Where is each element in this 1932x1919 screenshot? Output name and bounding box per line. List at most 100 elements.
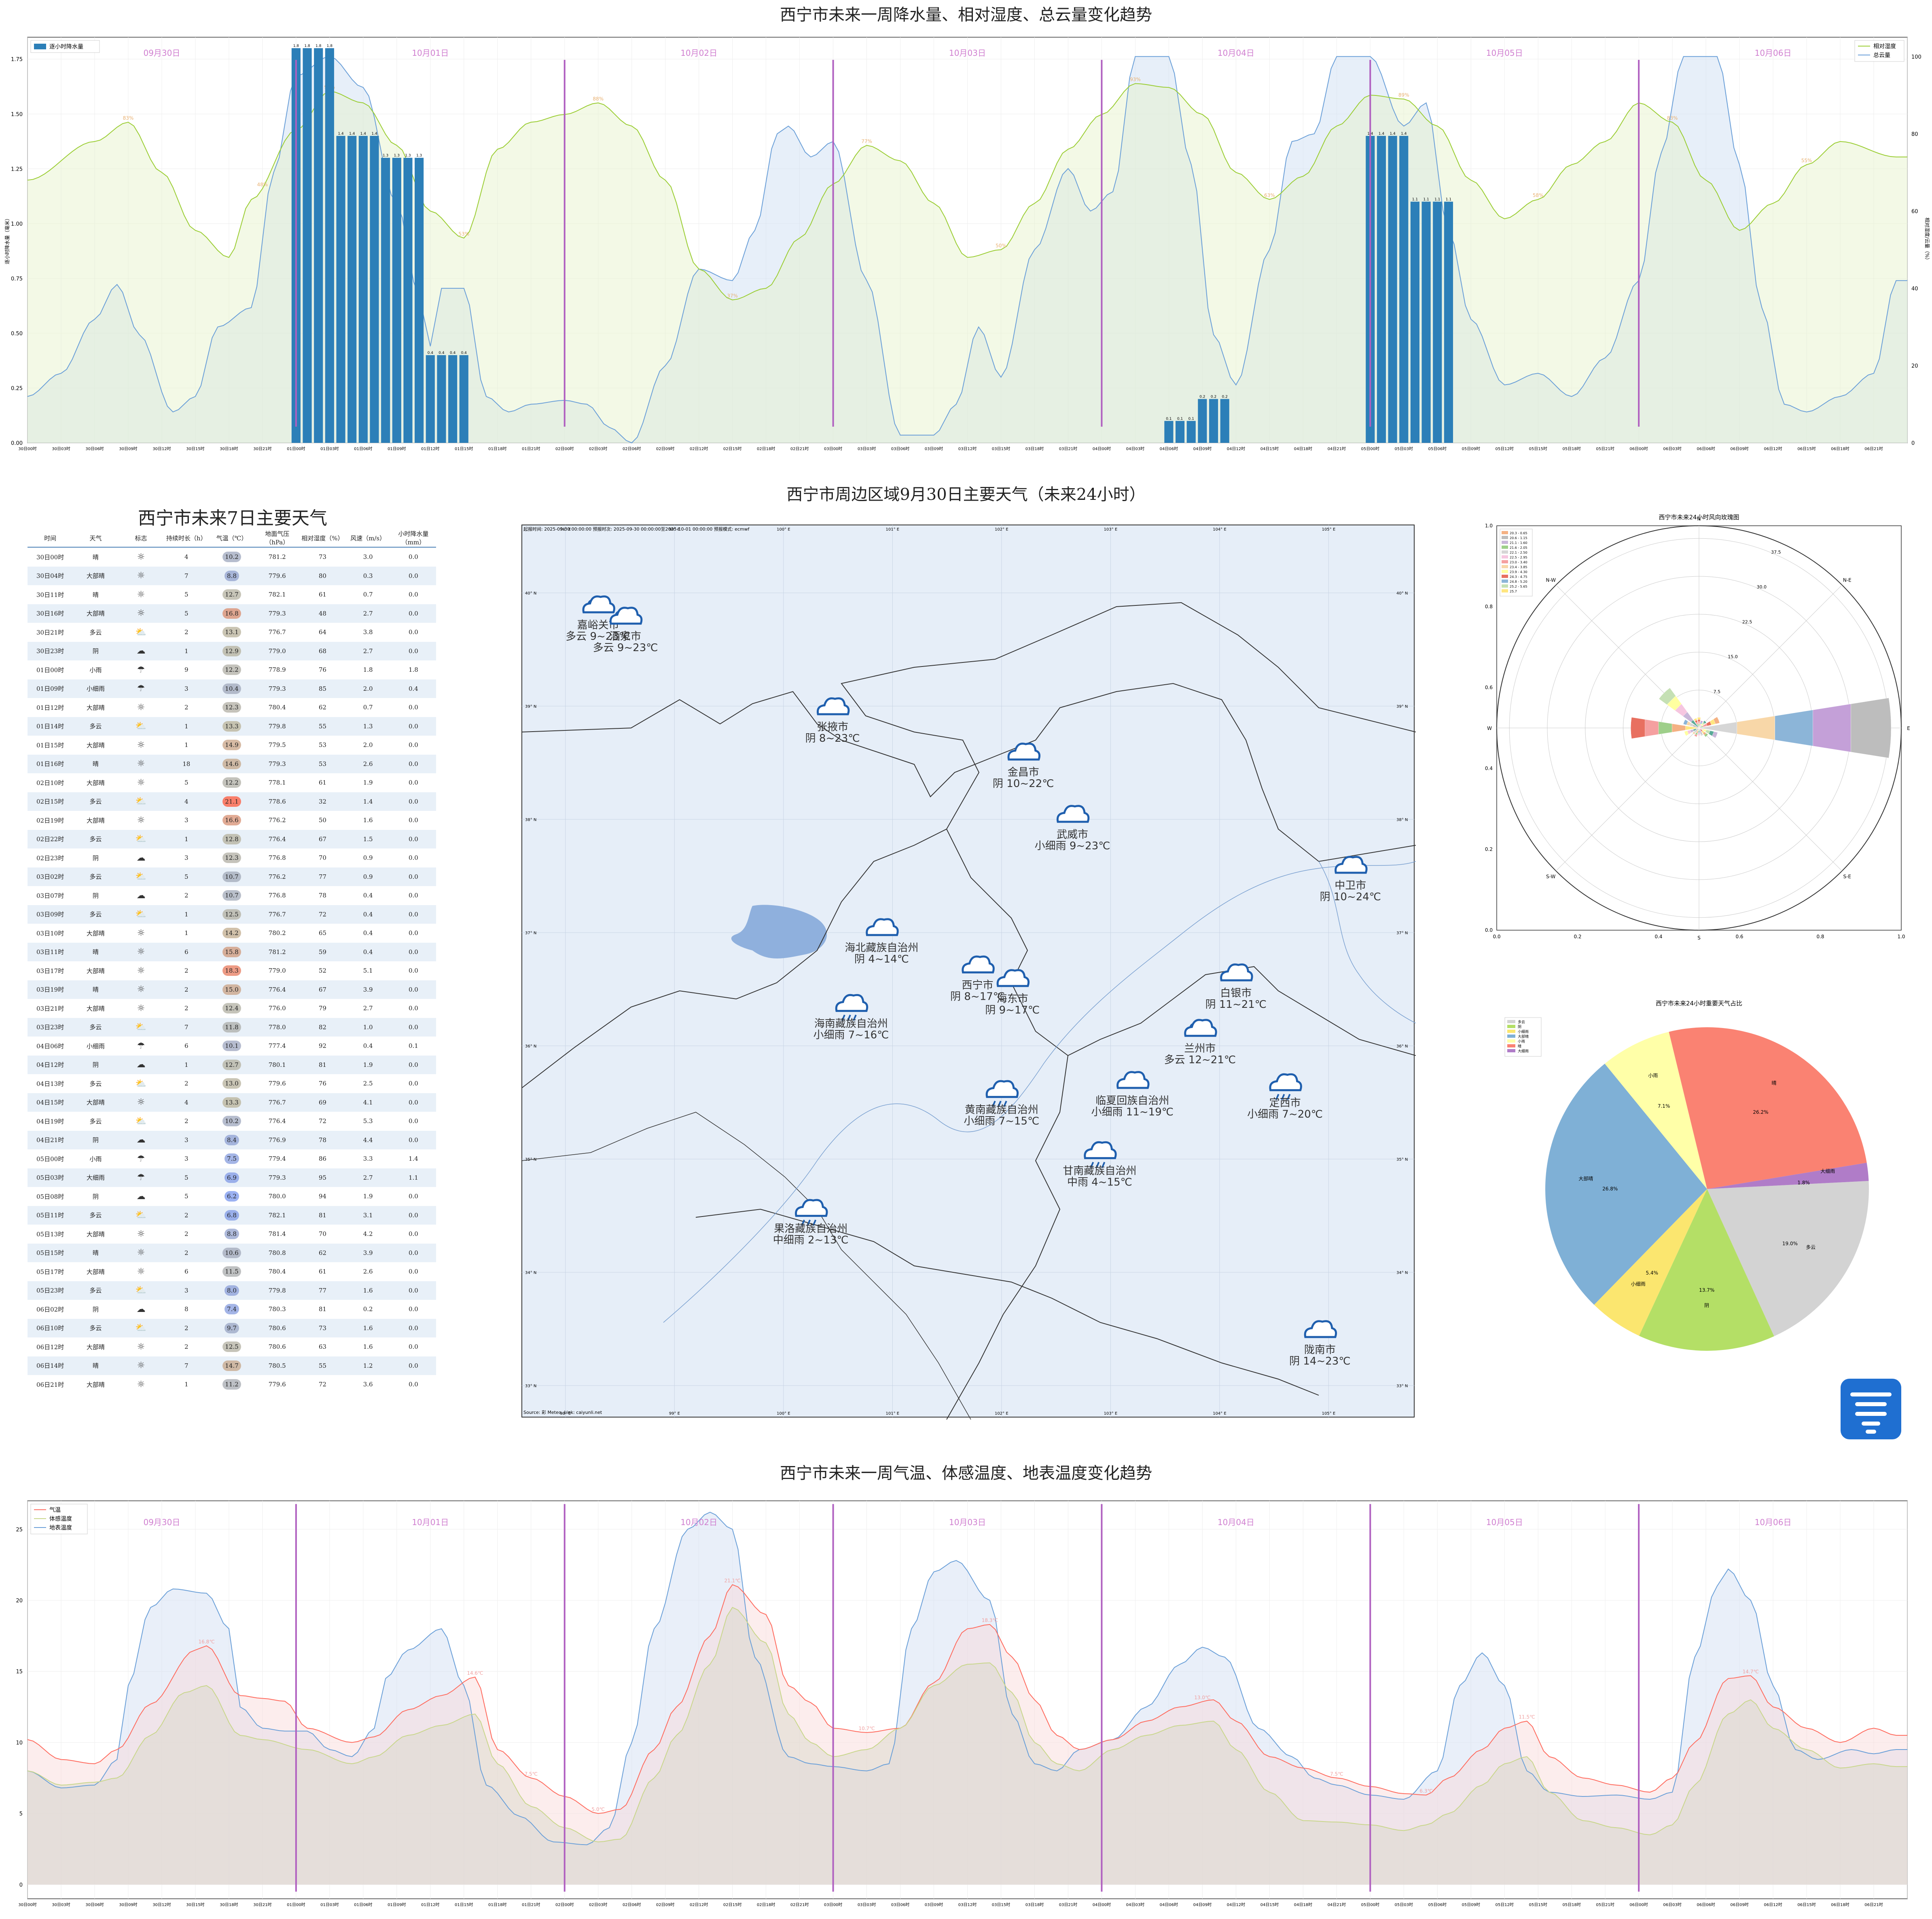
table-cell: 782.1 xyxy=(268,591,286,599)
x-tick-label: 03日15时 xyxy=(992,1902,1010,1907)
table-cell: 05日00时 xyxy=(36,1155,64,1163)
table-cell: 多云 xyxy=(73,1281,119,1300)
precip-bar xyxy=(1164,421,1174,443)
y-tick-label: 10 xyxy=(16,1740,23,1746)
temperature-cell: 10.7 xyxy=(209,867,255,886)
x-tick-label: 03日06时 xyxy=(891,1902,909,1907)
table-cell: 780.0 xyxy=(268,1193,286,1200)
table-cell: 03日23时 xyxy=(28,1018,73,1037)
table-cell: 小雨 xyxy=(89,1155,102,1163)
table-cell: 30日21时 xyxy=(36,628,64,636)
cloud-shape xyxy=(1116,1071,1150,1089)
raindrop xyxy=(853,1014,857,1021)
lat-tick-label: 39° N xyxy=(525,705,536,709)
precip-bar xyxy=(336,135,345,443)
temperature-cell: 11.5 xyxy=(209,1262,254,1281)
table-row: 02日15时 多云 ⛅ 4 21.1 778.6 32 1.4 0.0 xyxy=(28,792,436,811)
radial-tick-label: 7.5 xyxy=(1714,689,1721,694)
table-cell: 780.4 xyxy=(268,1268,286,1276)
legend-swatch xyxy=(1502,550,1508,554)
legend-label: 多云 xyxy=(1518,1020,1525,1024)
table-cell: 02日15时 xyxy=(28,792,73,811)
angular-grid xyxy=(1699,585,1842,728)
x-tick-label: 05日15时 xyxy=(1529,446,1547,451)
temperature-label: 5.0℃ xyxy=(591,1807,605,1812)
column-header: 持续时长（h） xyxy=(163,529,209,548)
table-cell: 782.1 xyxy=(254,1206,300,1225)
table-row: 30日21时 多云 ⛅ 2 13.1 776.7 64 3.8 0.0 xyxy=(28,623,436,642)
precip-label: 0.1 xyxy=(1166,417,1171,421)
temperature-cell: 8.0 xyxy=(209,1281,255,1300)
table-cell: 0.0 xyxy=(390,942,436,961)
precip-bar xyxy=(370,135,379,443)
table-cell: 大部晴 xyxy=(86,1268,105,1276)
lat-tick-label: 33° N xyxy=(525,1384,536,1388)
y2-tick-label: 80 xyxy=(1911,131,1918,138)
direction-label: E xyxy=(1907,726,1910,731)
pie-percent-label: 19.0% xyxy=(1782,1241,1798,1246)
rose-wedge xyxy=(1697,734,1701,736)
cloud-sun-icon: ⛅ xyxy=(135,909,147,920)
x-tick-label: 05日06时 xyxy=(1428,446,1447,451)
city-forecast: 中雨 4~15℃ xyxy=(1067,1176,1132,1189)
table-cell: 52 xyxy=(318,967,326,975)
table-cell: 大部晴 xyxy=(73,566,119,585)
table-row: 05日23时 多云 ⛅ 3 8.0 779.8 77 1.6 0.0 xyxy=(28,1281,436,1300)
lon-tick-label: 101° E xyxy=(886,1411,900,1416)
cloud-icon: ☁ xyxy=(136,890,146,901)
table-cell: 阴 xyxy=(92,892,99,899)
table-cell: 780.8 xyxy=(254,1243,300,1262)
temperature-cell: 12.5 xyxy=(209,1337,254,1356)
table-cell: 2.0 xyxy=(345,679,391,698)
x-tick-label: 01日06时 xyxy=(354,446,372,451)
legend-label: 20.6 - 1.15 xyxy=(1510,536,1527,540)
legend-label: 24.3 - 4.75 xyxy=(1510,575,1527,579)
cloud-line xyxy=(27,56,1907,444)
table-cell: 79 xyxy=(318,1005,326,1012)
city-name: 西宁市 xyxy=(962,979,994,991)
cloud-sun-icon xyxy=(1184,1019,1217,1037)
sun-icon: ☼ xyxy=(137,777,145,788)
legend-label: 大细雨 xyxy=(1518,1049,1529,1054)
rose-wedge xyxy=(1697,719,1701,722)
province-boundary xyxy=(521,683,1416,862)
table-cell: 53 xyxy=(318,741,326,749)
temperature-value: 14.9 xyxy=(222,740,241,751)
icon-cell: ☼ xyxy=(118,754,164,773)
x-tick-label: 01日21时 xyxy=(522,446,540,451)
table-cell: 781.2 xyxy=(254,942,300,961)
pie-title: 西宁市未来24小时重要天气占比 xyxy=(1656,1000,1742,1007)
icon-cell: ⛅ xyxy=(118,905,164,924)
sun-icon: ☼ xyxy=(137,1248,145,1258)
temperature-cell: 12.9 xyxy=(209,641,255,660)
humidity-label: 55% xyxy=(1801,158,1812,163)
table-row: 01日14时 多云 ⛅ 1 13.3 779.8 55 1.3 0.0 xyxy=(28,717,436,736)
pie-slice xyxy=(1605,1032,1707,1189)
precip-bar xyxy=(314,48,323,443)
date-label: 10月06日 xyxy=(1755,1517,1792,1527)
city-name: 临夏回族自治州 xyxy=(1095,1095,1169,1107)
y2-tick-label: 100 xyxy=(1911,54,1921,60)
rain-icon: ☂ xyxy=(137,1153,145,1164)
temperature-cell: 15.8 xyxy=(209,942,255,961)
direction-label: N-W xyxy=(1546,578,1556,583)
table-cell: 5 xyxy=(184,779,189,787)
city-name: 中卫市 xyxy=(1335,880,1366,892)
lon-tick-label: 104° E xyxy=(1213,1411,1227,1416)
humidity-label: 89% xyxy=(1398,92,1409,98)
table-cell: 2.7 xyxy=(345,641,391,660)
table-cell: 大部晴 xyxy=(86,704,105,711)
cloud-shape xyxy=(1269,1073,1302,1092)
x-tick-label: 01日15时 xyxy=(455,1902,473,1907)
table-row: 06日02时 阴 ☁ 8 7.4 780.3 81 0.2 0.0 xyxy=(28,1300,436,1319)
x-tick-label: 05日03时 xyxy=(1395,446,1413,451)
table-cell: 2 xyxy=(184,1005,189,1012)
table-cell: 1.6 xyxy=(345,1281,391,1300)
table-cell: 776.4 xyxy=(254,829,300,848)
pie-slice xyxy=(1594,1189,1707,1336)
table-cell: 0.0 xyxy=(390,717,436,736)
